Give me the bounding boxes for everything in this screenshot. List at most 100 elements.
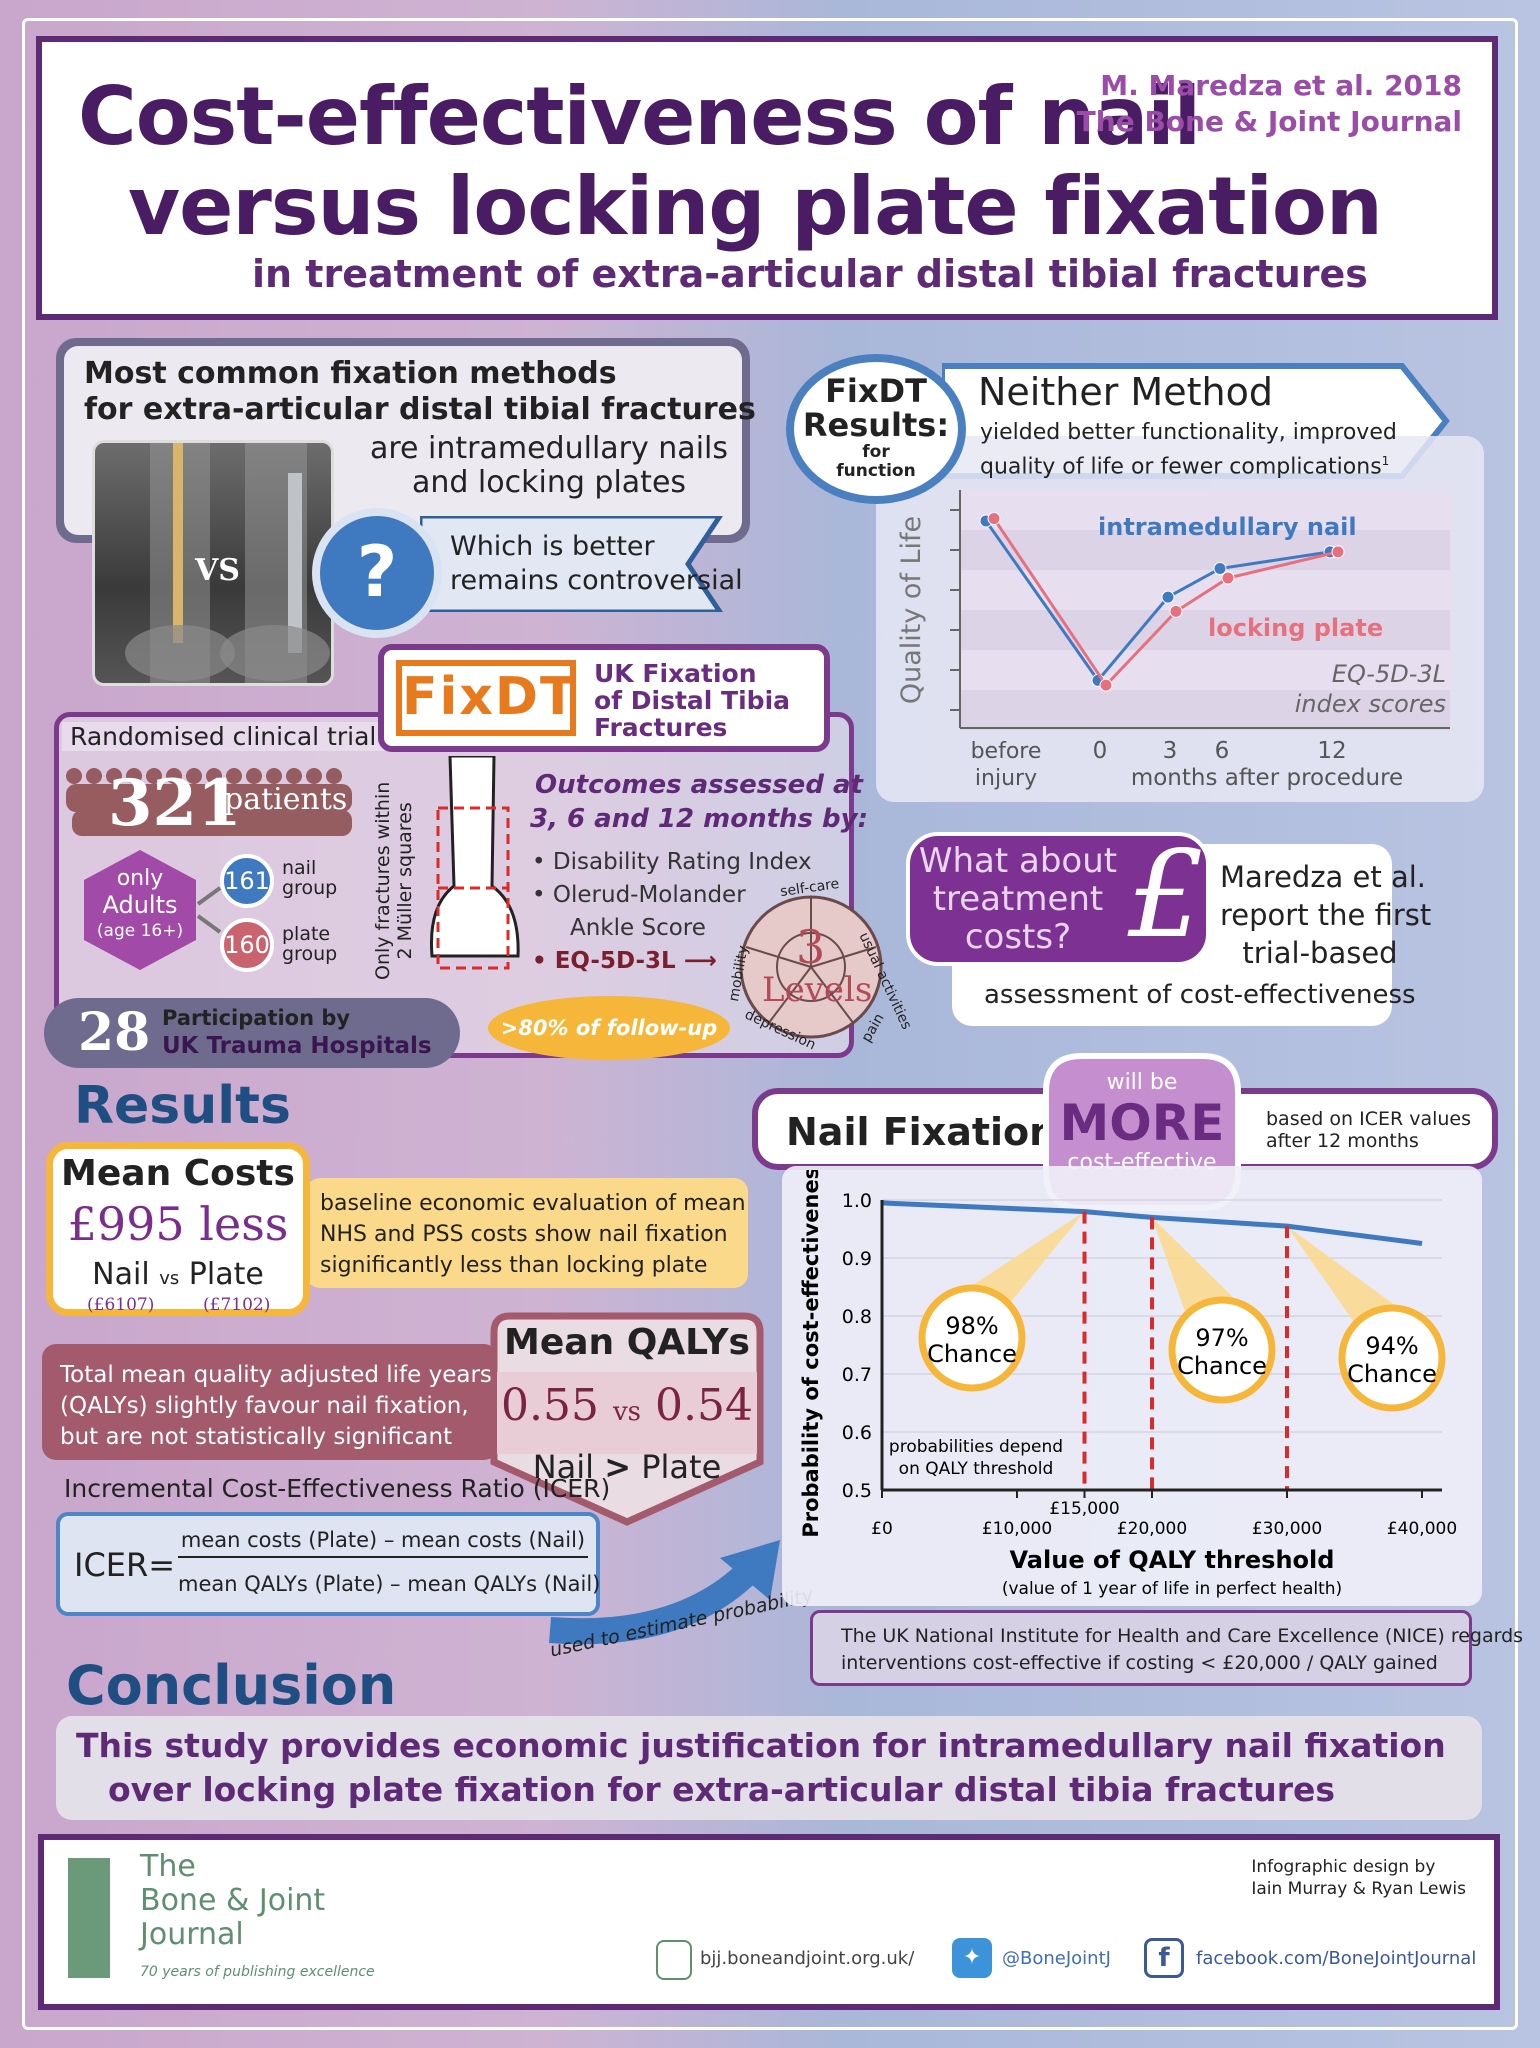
qaly-vs: vs (612, 1397, 642, 1427)
cost-note-line1: baseline economic evaluation of mean (320, 1191, 746, 1216)
qol-point (1221, 571, 1235, 585)
website-link[interactable]: bjj.boneandjoint.org.uk/ (700, 1948, 915, 1969)
costs-question-box (906, 832, 1210, 966)
mean-costs-less: less (199, 1197, 289, 1251)
ce-xtick: £10,000 (982, 1519, 1052, 1539)
adults-line3: (age 16+) (96, 921, 184, 941)
eq5d-wheel (739, 895, 883, 1039)
qaly-text: Total mean quality adjusted life years (… (60, 1360, 492, 1453)
qaly-text-line3: but are not statistically significant (60, 1424, 453, 1450)
ce-callout-word: Chance (927, 1340, 1017, 1368)
plate-count-badge: 160 (220, 918, 274, 972)
costs-question: What about treatment costs? (918, 842, 1118, 956)
fixdt-line1: UK Fixation (594, 659, 757, 688)
qol-note-line2: index scores (1295, 690, 1446, 718)
maredza-line2: report the first (1220, 898, 1432, 932)
ce-ytick: 0.8 (842, 1306, 872, 1328)
adults-line1: only (116, 866, 164, 891)
question-banner (420, 516, 724, 612)
maredza-line3: trial-based (1242, 936, 1398, 970)
header-panel: Cost-effectiveness of nail versus lockin… (36, 36, 1498, 320)
ce-xtick: £40,000 (1387, 1519, 1457, 1539)
follow-up-badge: >80% of follow-up (488, 996, 730, 1060)
ce-xlabel: Value of QALY threshold (1010, 1546, 1335, 1574)
question-mark-icon: ? (312, 508, 442, 638)
ce-callout-pct: 94% (1365, 1332, 1418, 1360)
muller-label: Only fractures within 2 Müller squares (372, 782, 416, 980)
cost-note-line3: significantly less than locking plate (320, 1253, 708, 1278)
based-line2: after 12 months (1266, 1130, 1419, 1152)
neither-text-line1: yielded better functionality, improved (980, 420, 1397, 445)
methods-heading-line1: Most common fixation methods (84, 356, 617, 391)
xray-drawing (125, 443, 330, 683)
ce-callout (1338, 1304, 1446, 1412)
nice-text: The UK National Institute for Health and… (841, 1623, 1523, 1677)
website-icon (656, 1940, 692, 1980)
question-line1: Which is better (450, 531, 655, 562)
nail-implant (173, 443, 183, 643)
ce-ytick: 0.7 (842, 1364, 872, 1386)
plate-qaly: 0.54 (655, 1380, 753, 1431)
fixdt-results-label: FixDT Results: for function (794, 374, 958, 480)
ce-xtick: £20,000 (1117, 1519, 1187, 1539)
qol-point (1161, 590, 1175, 604)
nail-fixation-title: Nail Fixation (786, 1110, 1057, 1154)
qol-point (1213, 562, 1227, 576)
trial-label: Randomised clinical trial (62, 722, 385, 751)
qol-series-nail-label: intramedullary nail (1098, 513, 1357, 541)
cost-note: baseline economic evaluation of mean NHS… (320, 1188, 746, 1281)
qol-chart: 0 3 6 12 Quality of Life intramedullary nai… (896, 490, 1450, 791)
ce-note-line1: probabilities depend (889, 1437, 1063, 1457)
fixdt-results-badge: FixDT Results: for function (786, 354, 966, 504)
twitter-link[interactable]: @BoneJointJ (1002, 1948, 1111, 1969)
ce-chart: 1.00.90.80.70.60.5 98%Chance97%Chance94%… (799, 1170, 1457, 1599)
hospitals-count: 28 (78, 1002, 151, 1063)
question-text: Which is better remains controversial (450, 530, 743, 598)
citation-journal: The Bone & Joint Journal (1076, 105, 1462, 138)
outcome-item-4-text: EQ-5D-3L (554, 948, 676, 974)
outer-frame (22, 18, 1518, 2030)
maredza-line1: Maredza et al. (1220, 860, 1427, 894)
ce-curve (881, 1200, 1423, 1246)
facebook-icon[interactable]: f (1144, 1938, 1184, 1978)
tibia-diagram (429, 756, 520, 970)
question-line2: remains controversial (450, 565, 743, 596)
outcomes-heading: Outcomes assessed at 3, 6 and 12 months … (530, 768, 868, 836)
methods-answer: are intramedullary nails and locking pla… (370, 432, 728, 500)
outcome-list: • Disability Rating Index • Olerud-Molan… (532, 846, 812, 978)
nail-count-badge: 161 (220, 854, 274, 908)
qol-xtick-before-1: before (971, 739, 1042, 764)
fixdt-logo: FixDT (396, 660, 576, 736)
icer-label-text: ICER (74, 1546, 149, 1584)
icer-numerator: mean costs (Plate) – mean costs (Nail) (178, 1528, 588, 1558)
methods-answer-line2: and locking plates (411, 465, 687, 500)
mean-costs-value: £995 less (53, 1197, 303, 1251)
neither-headline: Neither Method (978, 370, 1273, 414)
nail-group-label: nail group (282, 858, 337, 898)
design-line2: Iain Murray & Ryan Lewis (1251, 1879, 1466, 1899)
methods-heading: Most common fixation methods for extra-a… (84, 356, 756, 428)
icer-title: Incremental Cost-Effectiveness Ratio (IC… (64, 1474, 611, 1503)
levels-word: Levels (762, 970, 873, 1010)
qol-xtick: 0 (1093, 738, 1108, 764)
qol-ylabel: Quality of Life (896, 516, 927, 704)
fixdt-line2: of Distal Tibia (594, 686, 791, 715)
outcome-item-1-text: Disability Rating Index (552, 849, 812, 875)
conclusion-line1: This study provides economic justificati… (76, 1726, 1446, 1765)
fixdt-line3: Fractures (594, 713, 728, 742)
bjj-logo-text: The Bone & Joint Journal (140, 1850, 325, 1952)
cost-vs: vs (159, 1268, 180, 1289)
bjj-tagline: 70 years of publishing excellence (140, 1964, 375, 1980)
facebook-link[interactable]: facebook.com/BoneJointJournal (1196, 1948, 1477, 1969)
adults-line2: Adults (102, 891, 178, 919)
qaly-text-line1: Total mean quality adjusted life years (60, 1362, 492, 1388)
qol-point (1169, 604, 1183, 618)
outcomes-line2: 3, 6 and 12 months by: (530, 804, 868, 834)
mean-costs-title: Mean Costs (61, 1153, 295, 1194)
patients-label: patients (224, 782, 348, 817)
twitter-icon[interactable]: ✦ (952, 1938, 992, 1978)
plate-label-line1: plate (282, 923, 331, 945)
qaly-text-box: Total mean quality adjusted life years (… (42, 1344, 498, 1460)
qol-xtick-before-2: injury (975, 766, 1037, 791)
fixdt-full-name: UK Fixation of Distal Tibia Fractures (594, 660, 790, 741)
